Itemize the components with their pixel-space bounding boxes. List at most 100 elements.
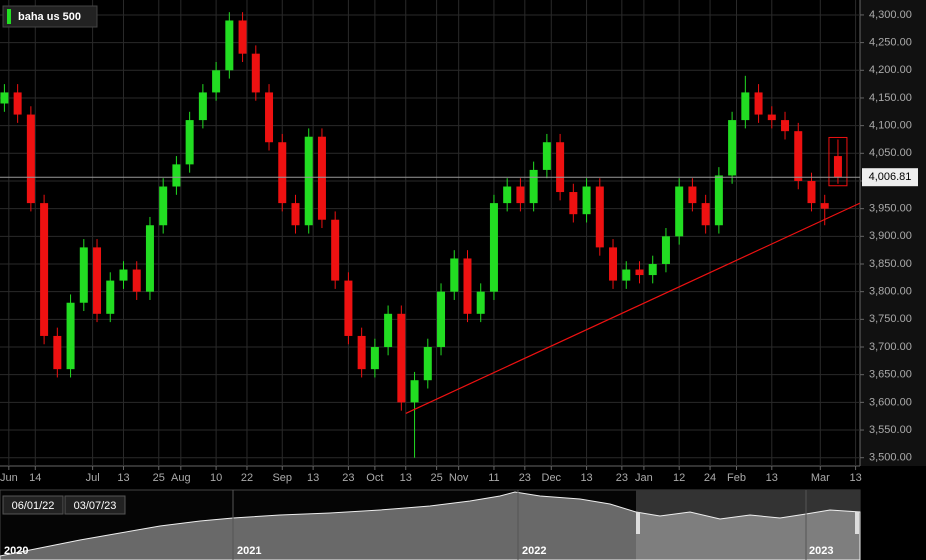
y-tick-label: 4,250.00	[869, 37, 912, 49]
x-tick-label: 10	[210, 472, 222, 484]
x-tick-label: Jan	[635, 472, 653, 484]
candle-body	[13, 92, 22, 115]
y-tick-label: 4,050.00	[869, 147, 912, 159]
candle-body	[820, 203, 829, 209]
last-candle-highlight	[828, 136, 848, 187]
candle-body	[423, 347, 432, 381]
x-tick-label: Feb	[727, 472, 746, 484]
candle-body	[569, 192, 578, 215]
grid: 3,500.00 3,550.00 3,600.00 3,650.00 3,700.00…	[0, 0, 912, 484]
candle-body	[40, 203, 49, 336]
candle-body	[344, 280, 353, 336]
legend-label: baha us 500	[18, 11, 81, 23]
x-tick-label: 24	[704, 472, 716, 484]
candle-body	[728, 120, 737, 176]
to-date: 03/07/23	[74, 500, 117, 512]
year-label: 2023	[809, 545, 833, 557]
candle-body	[370, 347, 379, 370]
trendline	[405, 202, 861, 414]
x-tick-label: 12	[673, 472, 685, 484]
candle-body	[635, 269, 644, 276]
candle-body	[198, 92, 207, 121]
x-tick-label: Sep	[272, 472, 292, 484]
x-tick-label: 13	[117, 472, 129, 484]
candle-body	[450, 258, 459, 292]
x-tick-label: Mar	[811, 472, 830, 484]
year-label: 2020	[4, 545, 28, 557]
y-tick-label: 4,150.00	[869, 92, 912, 104]
candle-body	[0, 92, 9, 104]
x-tick-label: 23	[616, 472, 628, 484]
candle-body	[463, 258, 472, 314]
last-price-box	[862, 168, 918, 187]
candle-body	[648, 263, 657, 276]
candle-body	[741, 92, 750, 121]
candle-body	[357, 335, 366, 370]
y-tick-label: 3,600.00	[869, 396, 912, 408]
candle-body	[714, 175, 723, 226]
y-tick-label: 3,700.00	[869, 341, 912, 353]
candle-body	[225, 20, 234, 71]
candle-body	[503, 186, 512, 204]
date-box	[64, 495, 126, 515]
legend: baha us 500	[2, 5, 98, 28]
candle-body	[582, 186, 591, 215]
candle-body	[397, 313, 406, 403]
navigator: 06/01/22 03/07/23 2020 2021 2022 2023	[0, 489, 861, 560]
y-tick-label: 3,750.00	[869, 313, 912, 325]
candle-body	[489, 203, 498, 292]
y-tick-label: 3,550.00	[869, 424, 912, 436]
x-tick-label: 14	[29, 472, 41, 484]
candle-body	[476, 291, 485, 314]
candle-body	[317, 136, 326, 220]
x-tick-label: Aug	[171, 472, 191, 484]
candle-body	[132, 269, 141, 292]
candle-body	[661, 236, 670, 264]
candle-body	[688, 186, 697, 204]
y-tick-label: 3,950.00	[869, 203, 912, 215]
date-box	[2, 495, 64, 515]
candle-body	[159, 186, 168, 226]
x-tick-label: Dec	[542, 472, 562, 484]
x-tick-label: 25	[430, 472, 442, 484]
candle-body	[542, 142, 551, 170]
x-tick-label: 25	[153, 472, 165, 484]
last-price-label: 4,006.81	[869, 171, 912, 183]
navigator-handle[interactable]	[636, 512, 640, 534]
candle-body	[609, 247, 618, 281]
plot-area: 4,006.81	[0, 12, 918, 458]
navigator-handle[interactable]	[855, 512, 859, 534]
x-tick-label: 23	[519, 472, 531, 484]
x-tick-label: 22	[241, 472, 253, 484]
x-tick-label: 13	[400, 472, 412, 484]
candle-body	[93, 247, 102, 314]
navigator-area	[0, 491, 861, 560]
candle-body	[185, 120, 194, 165]
y-axis-panel	[860, 0, 926, 466]
candle-body	[265, 92, 274, 143]
candle-body	[145, 225, 154, 292]
candle-body	[291, 203, 300, 226]
candle-body	[384, 313, 393, 348]
candle-body	[622, 269, 631, 281]
year-label: 2022	[522, 545, 546, 557]
candle-body	[331, 219, 340, 281]
x-tick-label: Jun	[0, 472, 18, 484]
candle-body	[516, 186, 525, 204]
candle-body	[701, 203, 710, 226]
x-tick-label: 13	[766, 472, 778, 484]
candle-body	[767, 114, 776, 121]
y-tick-label: 3,800.00	[869, 286, 912, 298]
candle-body	[238, 20, 247, 54]
x-tick-label: 11	[488, 472, 499, 484]
candle-body	[119, 269, 128, 281]
candle-body	[26, 114, 35, 204]
candle-body	[172, 164, 181, 187]
x-tick-label: 23	[342, 472, 354, 484]
candle-body	[278, 142, 287, 204]
y-tick-label: 3,500.00	[869, 452, 912, 464]
candle-body	[675, 186, 684, 237]
legend-swatch	[7, 9, 11, 24]
y-tick-label: 3,650.00	[869, 369, 912, 381]
